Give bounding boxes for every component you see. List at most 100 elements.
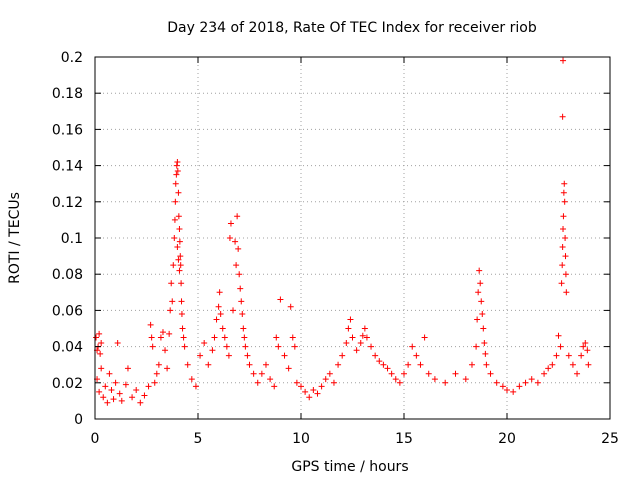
data-point	[559, 262, 566, 269]
data-point	[372, 352, 379, 359]
data-point	[174, 244, 181, 251]
data-point	[242, 343, 249, 350]
y-tick-label: 0.06	[52, 303, 83, 319]
data-point	[417, 361, 424, 368]
data-point	[275, 343, 282, 350]
data-point	[175, 213, 182, 220]
data-point	[108, 387, 115, 394]
data-point	[177, 253, 184, 260]
data-point	[201, 339, 208, 346]
data-point	[452, 370, 459, 377]
data-point	[192, 383, 199, 390]
data-point	[219, 325, 226, 332]
data-point	[442, 379, 449, 386]
data-point	[302, 388, 309, 395]
data-point	[541, 370, 548, 377]
data-point	[405, 361, 412, 368]
data-point	[298, 383, 304, 390]
data-point	[174, 168, 181, 175]
data-point	[171, 235, 178, 241]
data-point	[361, 325, 368, 332]
data-point	[584, 347, 591, 354]
data-point	[124, 365, 131, 372]
data-point	[487, 370, 494, 377]
data-point	[114, 339, 121, 346]
data-point	[384, 365, 391, 372]
data-point	[574, 370, 581, 377]
data-point	[534, 379, 541, 386]
data-point	[147, 321, 154, 328]
data-point	[226, 235, 233, 241]
data-point	[244, 352, 251, 359]
data-point	[141, 392, 148, 399]
data-point	[343, 339, 350, 346]
data-point	[232, 238, 239, 245]
data-point	[287, 303, 294, 310]
x-tick-label: 20	[498, 431, 516, 447]
data-point	[271, 383, 278, 390]
data-point	[179, 325, 186, 332]
data-point	[582, 339, 589, 346]
data-point	[215, 303, 222, 310]
data-point	[555, 332, 562, 339]
data-point	[510, 388, 517, 395]
data-point	[504, 387, 510, 394]
data-point	[230, 307, 237, 314]
data-point	[153, 370, 160, 377]
data-point	[306, 394, 313, 401]
x-tick-label: 25	[601, 431, 619, 447]
data-point	[106, 370, 113, 377]
y-tick-label: 0.1	[61, 231, 83, 247]
data-point	[562, 271, 569, 278]
data-point	[318, 383, 325, 390]
chart-title: Day 234 of 2018, Rate Of TEC Index for r…	[167, 20, 537, 36]
data-point	[177, 262, 184, 269]
data-point	[335, 361, 342, 368]
data-point	[184, 361, 191, 368]
data-point	[129, 394, 136, 401]
data-point	[181, 343, 188, 350]
data-point	[560, 189, 567, 196]
data-point	[516, 383, 523, 390]
grid	[95, 57, 610, 419]
data-point	[137, 399, 144, 406]
data-point	[175, 256, 182, 263]
data-point	[240, 325, 247, 332]
data-point	[545, 365, 552, 372]
data-point	[578, 352, 585, 359]
data-point	[171, 216, 178, 223]
data-point	[238, 298, 245, 305]
data-point	[98, 339, 105, 346]
data-point	[262, 361, 269, 368]
data-point	[345, 325, 352, 332]
data-point	[477, 280, 484, 287]
data-point	[559, 113, 566, 120]
data-point	[221, 334, 228, 341]
data-point	[559, 244, 566, 251]
data-point	[565, 352, 572, 359]
data-point	[482, 350, 489, 357]
data-point	[357, 339, 364, 346]
data-point	[96, 330, 103, 337]
data-point	[392, 376, 399, 383]
data-point	[205, 361, 212, 368]
data-point	[155, 361, 162, 368]
data-point	[353, 347, 360, 354]
data-point	[100, 394, 107, 401]
data-point	[289, 334, 296, 341]
data-point	[310, 387, 317, 394]
data-point	[388, 370, 395, 377]
data-point	[250, 370, 257, 377]
data-point	[172, 180, 179, 187]
data-point	[562, 235, 569, 241]
data-point	[499, 383, 506, 390]
data-point	[112, 379, 119, 386]
data-point	[285, 365, 292, 372]
data-point	[167, 307, 174, 314]
data-point	[176, 225, 183, 232]
data-point	[241, 334, 248, 341]
data-point	[168, 280, 175, 287]
data-point	[396, 379, 403, 386]
data-point	[166, 330, 173, 337]
